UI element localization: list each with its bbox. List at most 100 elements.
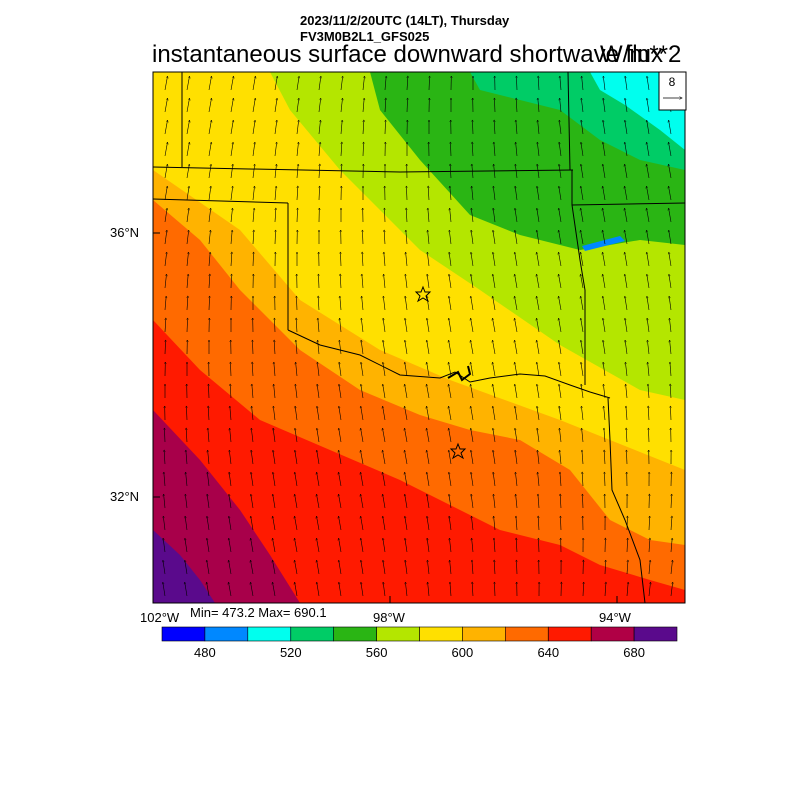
wind-arrow [230, 120, 233, 135]
wind-arrow [516, 538, 517, 553]
wind-arrow [385, 120, 386, 135]
wind-arrow [647, 230, 650, 245]
wind-arrow [603, 274, 606, 289]
wind-arrow [603, 76, 606, 91]
wind-arrow [516, 494, 518, 509]
wind-arrow [164, 120, 168, 135]
wind-arrow [230, 384, 231, 399]
wind-arrow [647, 186, 650, 201]
wind-arrow [450, 582, 452, 597]
wind-arrow [515, 318, 518, 333]
wind-arrow [186, 252, 189, 267]
wind-arrow [515, 340, 518, 355]
shade-purple [153, 530, 215, 603]
wind-arrow [405, 560, 408, 575]
star-marker-dallas [449, 442, 467, 460]
wind-arrow [670, 340, 672, 355]
wind-arrow [295, 560, 298, 575]
wind-arrow [274, 318, 275, 333]
wind-arrow [515, 186, 518, 201]
wind-arrow [164, 472, 166, 487]
wind-arrow [229, 538, 232, 553]
wind-arrow [647, 142, 650, 157]
wind-arrow [405, 406, 408, 421]
wind-arrow [339, 362, 342, 377]
wind-arrow [471, 406, 474, 421]
wind-arrow [647, 208, 650, 223]
wind-arrow [669, 186, 672, 201]
wind-arrow [251, 538, 254, 553]
wind-arrow [449, 384, 452, 399]
reference-vector-label: 8 [669, 75, 676, 89]
wind-arrow [626, 582, 628, 597]
wind-arrow [515, 406, 518, 421]
wind-arrow [274, 340, 275, 355]
wind-arrow [273, 428, 276, 443]
wind-arrow [185, 560, 188, 575]
wind-arrow [605, 582, 606, 597]
wind-arrow [559, 362, 562, 377]
wind-arrow [427, 362, 430, 377]
wind-arrow [362, 230, 363, 245]
city-markers [414, 285, 467, 460]
wind-arrow [648, 362, 650, 377]
wind-arrow [471, 428, 474, 443]
wind-arrow [383, 362, 386, 377]
wind-arrow [625, 120, 628, 135]
wind-arrow [229, 516, 232, 531]
wind-arrow [603, 252, 606, 267]
wind-arrow [339, 406, 342, 421]
wind-arrow [603, 120, 606, 135]
wind-arrow [537, 428, 540, 443]
wind-arrow [273, 472, 276, 487]
wind-arrow [538, 538, 539, 553]
wind-arrow [427, 340, 430, 355]
wind-arrow [494, 560, 495, 575]
wind-arrow [493, 318, 496, 333]
wind-arrow [383, 428, 386, 443]
wind-arrow [207, 538, 210, 553]
wind-arrow [515, 230, 518, 245]
wind-arrow [317, 560, 320, 575]
wind-arrow [318, 142, 320, 157]
wind-arrow [186, 142, 189, 157]
wind-arrow [559, 120, 562, 135]
wind-arrow [670, 362, 672, 377]
wind-arrow [406, 186, 407, 201]
wind-arrow [493, 252, 496, 267]
wind-arrow [317, 582, 320, 597]
wind-arrow [208, 142, 211, 157]
wind-arrow [494, 98, 495, 113]
wind-arrow [317, 538, 320, 553]
wind-arrow [185, 494, 188, 509]
wind-arrow [669, 142, 672, 157]
wind-arrow [208, 450, 210, 465]
wind-arrow [384, 252, 386, 267]
wind-arrow [582, 76, 584, 91]
wind-arrow [427, 516, 430, 531]
wind-arrow [383, 582, 386, 597]
wind-arrow [317, 384, 320, 399]
chart-title-variable: instantaneous surface downward shortwave… [152, 41, 663, 68]
wind-arrow [231, 252, 232, 267]
wind-arrow [647, 274, 650, 289]
wind-arrow [581, 142, 584, 157]
wind-arrow [582, 450, 584, 465]
wind-arrow [208, 230, 211, 245]
wind-arrow [361, 450, 364, 465]
wind-arrow [471, 274, 474, 289]
wind-arrow [274, 164, 277, 179]
wind-arrow [318, 120, 321, 135]
wind-arrow [603, 384, 606, 399]
wind-arrow [208, 98, 212, 113]
wind-arrow [295, 384, 298, 399]
wind-arrow [362, 252, 363, 267]
wind-arrow [450, 208, 452, 223]
wind-arrow [581, 274, 584, 289]
wind-arrow [493, 362, 496, 377]
wind-arrow [494, 516, 496, 531]
wind-arrow [164, 186, 167, 201]
chart-units: W/m**2 [600, 41, 682, 68]
wind-arrow [603, 142, 606, 157]
wind-arrow [251, 450, 254, 465]
